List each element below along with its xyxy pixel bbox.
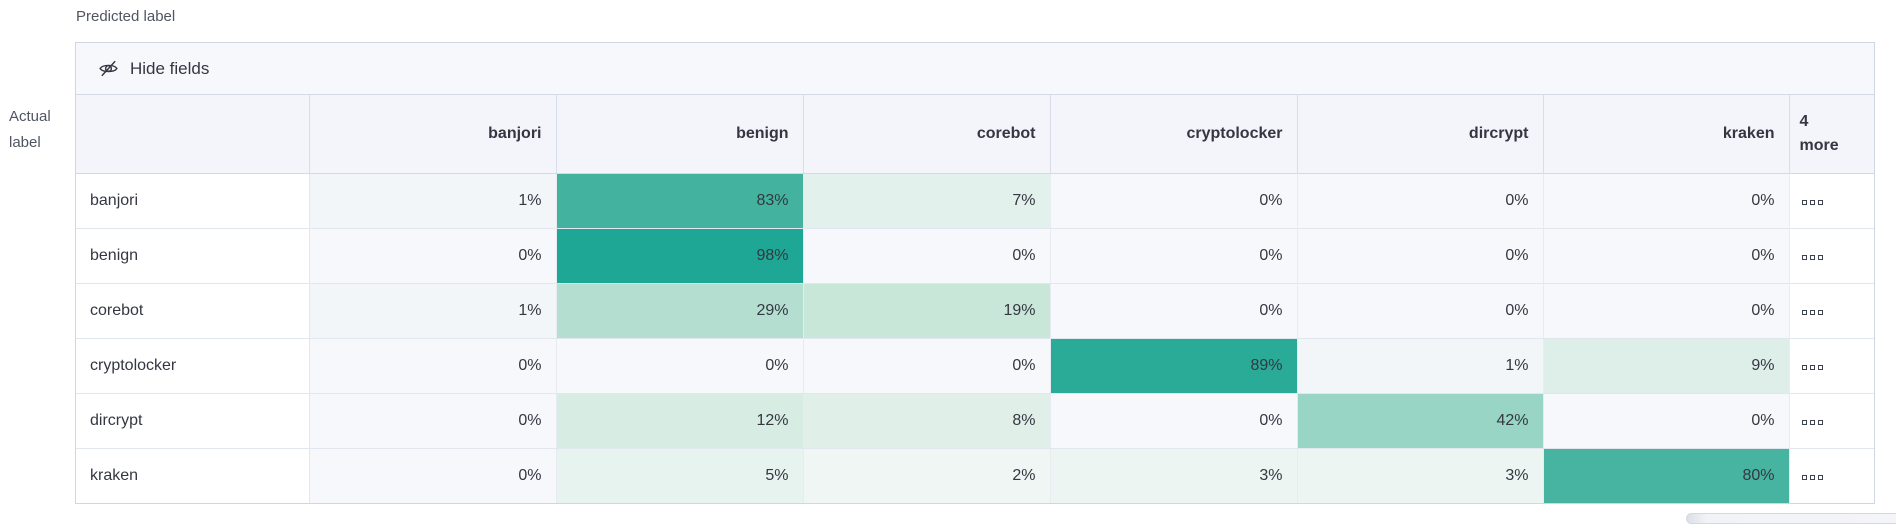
table-row-cryptolocker: cryptolocker 0% 0% 0% 89% 1% 9% xyxy=(76,338,1874,394)
matrix-cell: 0% xyxy=(803,338,1051,394)
row-label: corebot xyxy=(76,283,310,339)
matrix-cell: 1% xyxy=(1297,338,1544,394)
boxes-horizontal-icon xyxy=(1801,254,1823,260)
hide-fields-label: Hide fields xyxy=(130,58,210,78)
more-columns-cell xyxy=(1789,228,1874,284)
boxes-horizontal-icon xyxy=(1801,474,1823,480)
matrix-cell: 12% xyxy=(556,393,804,449)
expand-hidden-columns-button[interactable] xyxy=(1800,418,1825,427)
confusion-matrix-grid: Hide fields banjori benign corebot cryptolo… xyxy=(75,42,1875,504)
matrix-cell: 0% xyxy=(1297,283,1544,339)
matrix-cell: 3% xyxy=(1050,448,1298,503)
more-columns-cell xyxy=(1789,393,1874,449)
matrix-cell: 2% xyxy=(803,448,1051,503)
matrix-cell: 1% xyxy=(309,173,557,229)
matrix-cell: 42% xyxy=(1297,393,1544,449)
boxes-horizontal-icon xyxy=(1801,309,1823,315)
column-header-banjori[interactable]: banjori xyxy=(309,95,557,174)
more-columns-word: more xyxy=(1799,136,1839,154)
actual-axis-label: Actual label xyxy=(9,104,51,156)
matrix-cell: 1% xyxy=(309,283,557,339)
grid-toolbar: Hide fields xyxy=(76,43,1874,95)
more-columns-cell xyxy=(1789,283,1874,339)
matrix-cell: 0% xyxy=(1050,173,1298,229)
column-header-cryptolocker[interactable]: cryptolocker xyxy=(1050,95,1298,174)
matrix-cell: 0% xyxy=(1050,283,1298,339)
column-header-row: banjori benign corebot cryptolocker dircrypt… xyxy=(76,95,1874,174)
actual-axis-label-line2: label xyxy=(9,134,41,151)
more-columns-cell xyxy=(1789,173,1874,229)
matrix-cell: 9% xyxy=(1543,338,1790,394)
matrix-cell: 0% xyxy=(309,228,557,284)
more-columns-cell xyxy=(1789,448,1874,503)
matrix-cell: 7% xyxy=(803,173,1051,229)
row-label: banjori xyxy=(76,173,310,229)
expand-hidden-columns-button[interactable] xyxy=(1800,198,1825,207)
matrix-cell: 0% xyxy=(1543,173,1790,229)
matrix-cell: 0% xyxy=(1050,228,1298,284)
matrix-cell: 29% xyxy=(556,283,804,339)
matrix-cell: 0% xyxy=(309,338,557,394)
matrix-cell: 19% xyxy=(803,283,1051,339)
matrix-cell: 0% xyxy=(556,338,804,394)
confusion-matrix-table: banjori benign corebot cryptolocker dircrypt… xyxy=(76,95,1874,503)
matrix-cell: 0% xyxy=(1050,393,1298,449)
expand-hidden-columns-button[interactable] xyxy=(1800,363,1825,372)
matrix-cell: 0% xyxy=(309,448,557,503)
matrix-cell: 3% xyxy=(1297,448,1544,503)
actual-axis-label-line1: Actual xyxy=(9,108,51,125)
row-label: kraken xyxy=(76,448,310,503)
column-header-corebot[interactable]: corebot xyxy=(803,95,1051,174)
matrix-cell: 5% xyxy=(556,448,804,503)
matrix-cell: 0% xyxy=(1297,228,1544,284)
more-columns-count: 4 xyxy=(1799,112,1809,130)
row-label: cryptolocker xyxy=(76,338,310,394)
matrix-cell: 89% xyxy=(1050,338,1298,394)
boxes-horizontal-icon xyxy=(1801,364,1823,370)
more-columns-header[interactable]: 4 more xyxy=(1789,95,1874,174)
boxes-horizontal-icon xyxy=(1801,419,1823,425)
eye-closed-icon xyxy=(98,58,119,79)
row-label: dircrypt xyxy=(76,393,310,449)
matrix-cell: 0% xyxy=(1543,393,1790,449)
matrix-cell: 0% xyxy=(1543,228,1790,284)
matrix-cell: 0% xyxy=(1297,173,1544,229)
table-row-banjori: banjori 1% 83% 7% 0% 0% 0% xyxy=(76,173,1874,229)
row-label: benign xyxy=(76,228,310,284)
matrix-cell: 98% xyxy=(556,228,804,284)
matrix-cell: 0% xyxy=(803,228,1051,284)
matrix-cell: 8% xyxy=(803,393,1051,449)
expand-hidden-columns-button[interactable] xyxy=(1800,253,1825,262)
expand-hidden-columns-button[interactable] xyxy=(1800,473,1825,482)
horizontal-scrollbar[interactable] xyxy=(1686,513,1896,524)
column-header-kraken[interactable]: kraken xyxy=(1543,95,1790,174)
more-columns-cell xyxy=(1789,338,1874,394)
matrix-cell: 0% xyxy=(1543,283,1790,339)
hide-fields-button[interactable]: Hide fields xyxy=(98,58,209,79)
table-row-benign: benign 0% 98% 0% 0% 0% 0% xyxy=(76,228,1874,284)
column-header-dircrypt[interactable]: dircrypt xyxy=(1297,95,1544,174)
expand-hidden-columns-button[interactable] xyxy=(1800,308,1825,317)
corner-cell xyxy=(76,95,310,174)
table-row-kraken: kraken 0% 5% 2% 3% 3% 80% xyxy=(76,448,1874,503)
boxes-horizontal-icon xyxy=(1801,199,1823,205)
column-header-benign[interactable]: benign xyxy=(556,95,804,174)
predicted-axis-label: Predicted label xyxy=(76,8,176,25)
table-row-corebot: corebot 1% 29% 19% 0% 0% 0% xyxy=(76,283,1874,339)
matrix-cell: 83% xyxy=(556,173,804,229)
matrix-cell: 0% xyxy=(309,393,557,449)
matrix-cell: 80% xyxy=(1543,448,1790,503)
table-row-dircrypt: dircrypt 0% 12% 8% 0% 42% 0% xyxy=(76,393,1874,449)
